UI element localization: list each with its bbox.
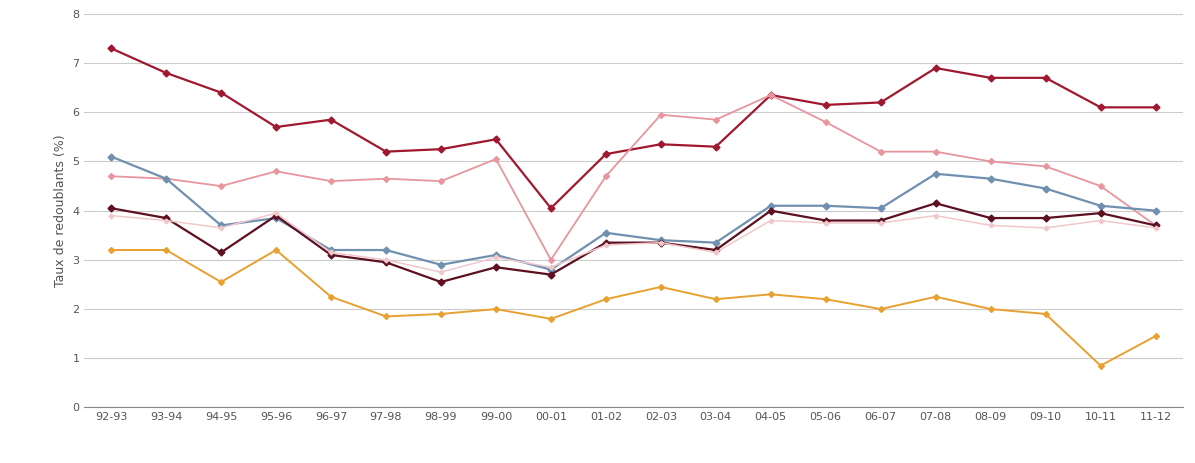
Y-axis label: Taux de redoublants (%): Taux de redoublants (%): [54, 134, 67, 287]
